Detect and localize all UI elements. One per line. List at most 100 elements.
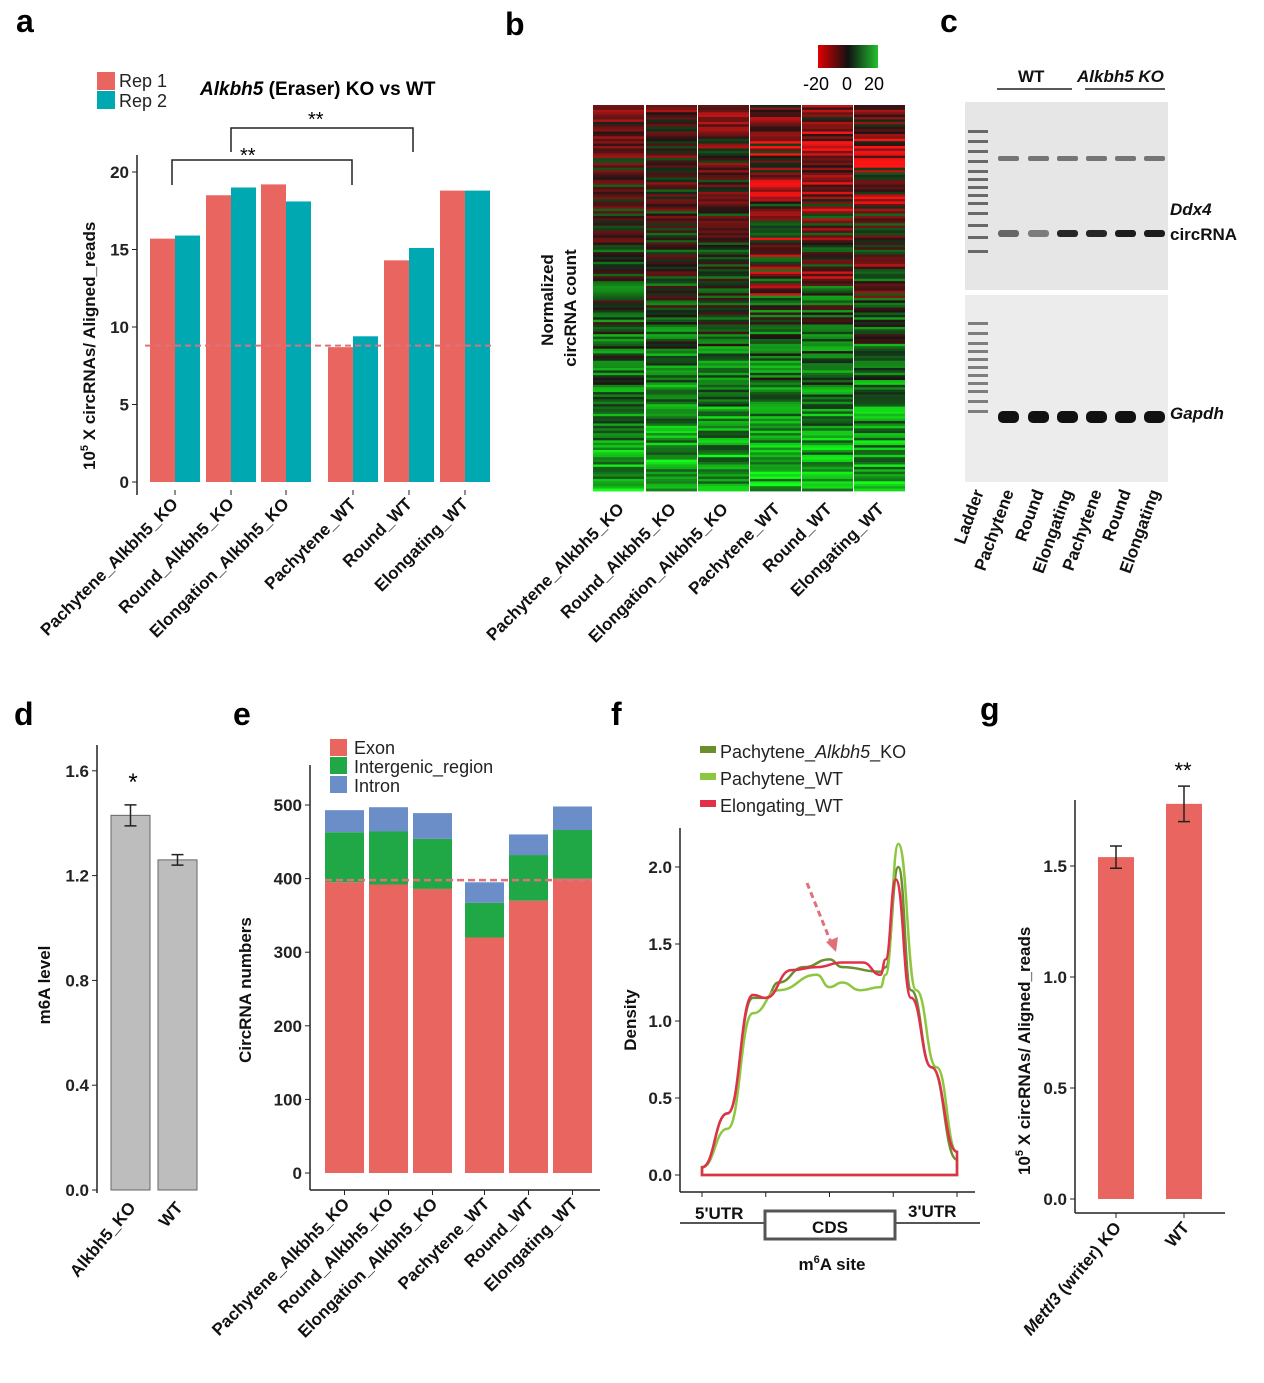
heatmap-cell xyxy=(802,170,853,173)
heatmap-cell xyxy=(802,411,853,415)
heatmap-cell xyxy=(698,319,749,323)
heatmap-cell xyxy=(593,307,644,311)
heatmap-cell xyxy=(802,271,853,275)
heatmap-cell xyxy=(854,476,905,480)
heatmap-cell xyxy=(750,307,801,311)
ladder-band xyxy=(968,212,988,215)
heatmap-cell xyxy=(698,273,749,277)
heatmap-cell xyxy=(698,237,749,241)
cds-box xyxy=(763,1209,897,1241)
heatmap-cell xyxy=(750,372,801,376)
heatmap-cell xyxy=(593,295,644,299)
heatmap-cell xyxy=(750,387,801,391)
heatmap-cell xyxy=(854,384,905,388)
heatmap-cell xyxy=(698,331,749,335)
legend-swatch-exon xyxy=(330,739,347,756)
heatmap-cell xyxy=(750,290,801,294)
heatmap-cell xyxy=(698,177,749,181)
panel-label-f: f xyxy=(611,696,622,732)
heatmap-cell xyxy=(802,194,853,198)
heatmap-cell xyxy=(854,428,905,432)
heatmap-cell xyxy=(646,317,697,321)
heatmap-cell xyxy=(593,252,644,255)
heatmap-cell xyxy=(698,416,749,420)
heatmap-cell xyxy=(698,305,749,309)
heatmap-cell xyxy=(593,215,644,219)
heatmap-cell xyxy=(593,483,644,487)
heatmap-cell xyxy=(854,136,905,140)
heatmap-cell xyxy=(698,117,749,120)
heatmap-cell xyxy=(854,307,905,311)
heatmap-cell xyxy=(646,295,697,299)
gapdh-band xyxy=(1144,411,1165,423)
heatmap-cell xyxy=(593,353,644,357)
heatmap-cell xyxy=(802,319,853,323)
panel-e-y-tick-label: 200 xyxy=(274,1017,302,1036)
heatmap-cell xyxy=(646,266,697,270)
heatmap-cell xyxy=(646,421,697,424)
heatmap-cell xyxy=(646,471,697,475)
heatmap-cell xyxy=(698,129,749,132)
heatmap-cell xyxy=(593,119,644,123)
heatmap-cell xyxy=(802,281,853,284)
heatmap-cell xyxy=(593,370,644,374)
panel-a-title: Alkbh5 (Eraser) KO vs WT xyxy=(199,79,436,100)
heatmap-cell xyxy=(802,266,853,270)
heatmap-cell xyxy=(593,285,644,289)
panel-a-y-tick-label: 10 xyxy=(110,318,129,337)
heatmap-cell xyxy=(646,174,697,178)
heatmap-cell xyxy=(750,476,801,480)
heatmap-cell xyxy=(750,314,801,318)
bar-intergenic xyxy=(465,902,504,938)
heatmap-cell xyxy=(646,133,697,137)
heatmap-cell xyxy=(854,483,905,487)
heatmap-cell xyxy=(750,271,801,275)
heatmap-cell xyxy=(646,365,697,369)
heatmap-cell xyxy=(593,454,644,458)
heatmap-cell xyxy=(593,177,644,181)
heatmap-cell xyxy=(750,464,801,468)
heatmap-cell xyxy=(593,433,644,436)
heatmap-cell xyxy=(802,136,853,140)
heatmap-cell xyxy=(646,237,697,241)
heatmap-cell xyxy=(750,259,801,263)
bar-rep1 xyxy=(150,238,175,482)
heatmap-cell xyxy=(750,375,801,379)
heatmap-cell xyxy=(593,165,644,169)
heatmap-cell xyxy=(750,105,801,108)
heatmap-cell xyxy=(854,112,905,116)
heatmap-cell xyxy=(698,283,749,287)
heatmap-cell xyxy=(698,211,749,214)
heatmap-cell xyxy=(698,375,749,379)
heatmap-cell xyxy=(802,428,853,432)
heatmap-cell xyxy=(698,396,749,400)
heatmap-cell xyxy=(646,411,697,415)
heatmap-cell xyxy=(854,421,905,424)
heatmap-cell xyxy=(646,273,697,277)
heatmap-cell xyxy=(750,488,801,492)
heatmap-cell xyxy=(698,452,749,456)
heatmap-cell xyxy=(646,177,697,181)
bar-rep2 xyxy=(286,201,311,482)
heatmap-cell xyxy=(593,230,644,234)
heatmap-cell xyxy=(802,365,853,369)
heatmap-cell xyxy=(593,223,644,227)
heatmap-cell xyxy=(750,276,801,280)
heatmap-cell xyxy=(802,182,853,186)
heatmap-cell xyxy=(646,288,697,292)
heatmap-cell xyxy=(802,300,853,304)
heatmap-cell xyxy=(646,370,697,374)
heatmap-cell xyxy=(802,249,853,253)
heatmap-cell xyxy=(646,191,697,195)
heatmap-cell xyxy=(593,288,644,292)
heatmap-cell xyxy=(802,133,853,137)
heatmap-cell xyxy=(854,298,905,301)
heatmap-cell xyxy=(698,271,749,275)
bar-intergenic xyxy=(325,832,364,883)
heatmap-cell xyxy=(802,423,853,427)
heatmap-cell xyxy=(698,295,749,299)
heatmap-cell xyxy=(750,293,801,296)
heatmap-cell xyxy=(593,326,644,330)
heatmap-cell xyxy=(698,124,749,128)
heatmap-cell xyxy=(593,112,644,116)
